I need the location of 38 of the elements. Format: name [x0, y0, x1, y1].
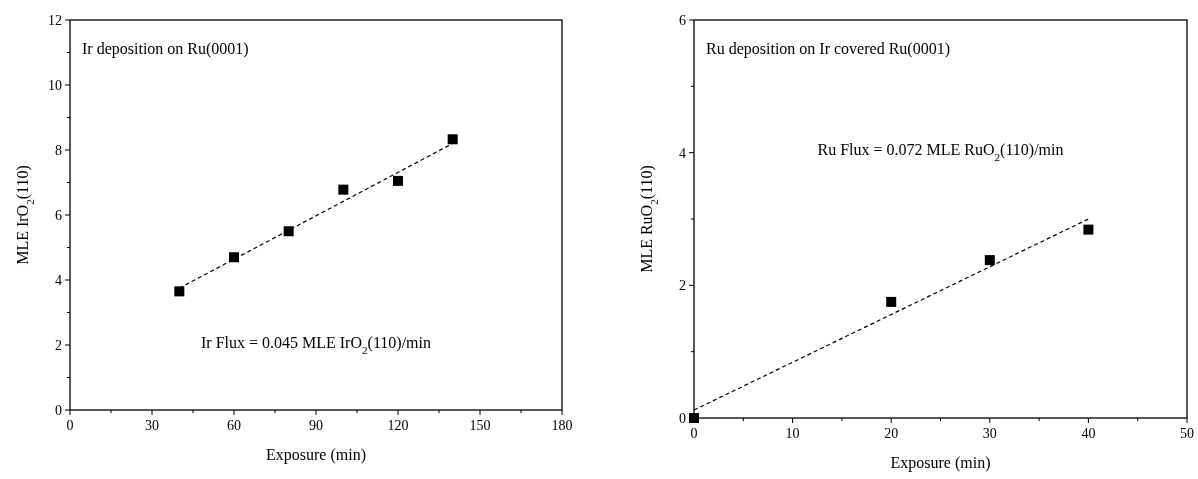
x-tick-label: 30: [145, 418, 159, 433]
x-tick-label: 120: [387, 418, 409, 433]
x-tick-label: 30: [982, 426, 997, 441]
point: [447, 134, 458, 145]
y-tick-label: 10: [48, 78, 62, 93]
annotation: Ir Flux = 0.045 MLE IrO$_{2}$(110)/min: [200, 333, 432, 356]
x-tick-label: 150: [469, 418, 491, 433]
annotation: Ru Flux = 0.072 MLE RuO$_{2}$(110)/min: [817, 141, 1064, 164]
x-tick-label: 0: [690, 426, 698, 441]
y-tick-label: 2: [679, 278, 686, 294]
point: [338, 184, 349, 195]
x-axis-title: Exposure (min): [266, 446, 366, 464]
x-tick-label: 0: [66, 418, 74, 433]
x-tick-label: 90: [309, 418, 323, 433]
y-tick-label: 4: [55, 273, 62, 288]
x-tick-label: 20: [884, 426, 899, 441]
y-tick-label: 6: [55, 208, 62, 223]
y-tick-label: 8: [55, 143, 62, 158]
point: [283, 226, 294, 237]
x-tick-label: 40: [1081, 426, 1096, 441]
annotation: Ru deposition on Ir covered Ru(0001): [706, 40, 950, 58]
y-tick-label: 0: [55, 403, 62, 418]
y-tick-label: 12: [48, 13, 62, 28]
point: [174, 286, 185, 297]
x-tick-label: 60: [227, 418, 241, 433]
y-tick-label: 2: [55, 338, 62, 353]
point: [229, 252, 239, 263]
annotation: Ir deposition on Ru(0001): [82, 40, 249, 58]
y-tick-label: 4: [679, 145, 686, 161]
x-tick-label: 180: [551, 418, 573, 433]
y-tick-label: 6: [679, 13, 686, 28]
point: [886, 296, 897, 307]
point: [1083, 224, 1094, 235]
x-tick-label: 50: [1180, 426, 1194, 441]
x-axis-title: Exposure (min): [890, 454, 991, 472]
x-tick-label: 10: [785, 426, 800, 441]
point: [393, 175, 403, 186]
point: [984, 255, 995, 266]
